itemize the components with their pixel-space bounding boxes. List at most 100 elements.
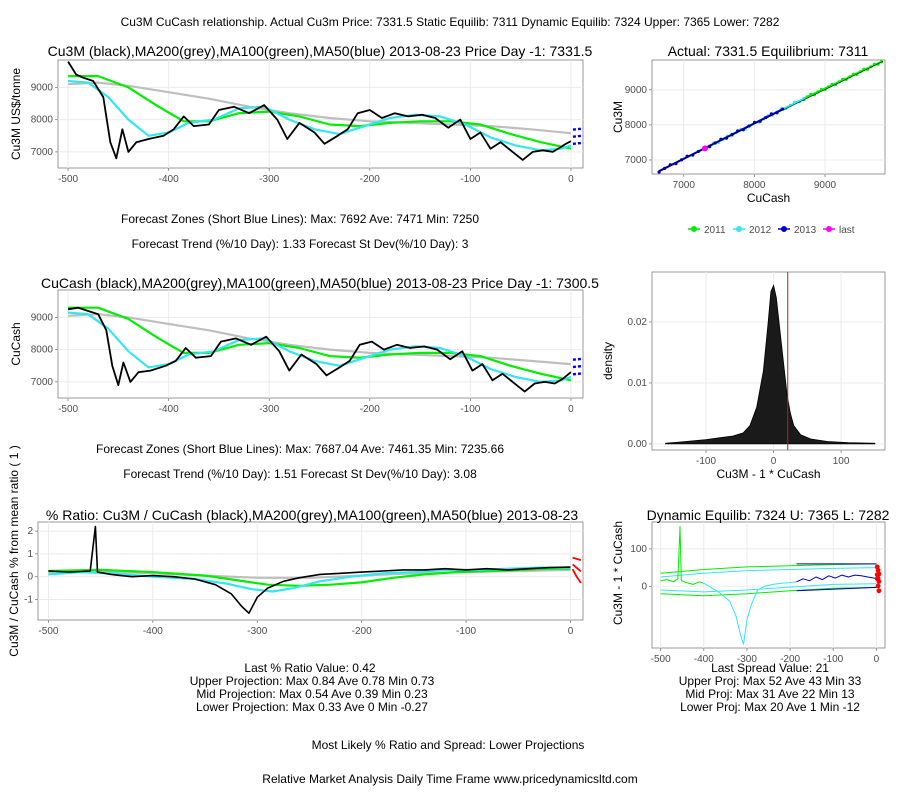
dynamic_equilibrium-xtick-label: 0 [874,654,880,665]
dynamic_equilibrium-spread-2011 [660,526,704,585]
cu3m_ma-xtick-label: 0 [568,174,574,185]
ratio_pct-ytick-label: 1 [27,549,33,560]
footer-source: Relative Market Analysis Daily Time Fram… [262,772,638,786]
scatter_equilibrium-line-2011 [803,60,882,100]
scatter_equilibrium-legend-key-2012 [736,226,742,232]
scatter_equilibrium-xlabel: CuCash [747,191,790,205]
dynamic_equilibrium-spread-2013 [796,574,877,583]
scatter_equilibrium-legend-label-last: last [839,225,855,236]
cucash_ma-series-price [67,306,572,393]
cucash_ma-ytick-label: 7000 [31,377,54,388]
cu3m_ma-xtick-label: -500 [58,174,78,185]
cu3m_ma-xtick-label: -300 [259,174,279,185]
cu3m_ma-series-ma50 [68,79,572,152]
scatter_equilibrium-ytick-label: 8000 [625,120,648,131]
dynamic_equilibrium-lower-band-green [660,586,877,597]
spread_density-xtick-label: 100 [833,456,850,467]
dynamic_equilibrium-ytick-label: 100 [630,544,647,555]
scatter_equilibrium-legend-label-2011: 2011 [704,225,726,236]
ratio_pct-series-ratio [48,525,571,614]
spread_density-xtick-label: -100 [696,456,716,467]
cu3m_ma-xtick-label: -400 [159,174,179,185]
ratio_pct-title: % Ratio: Cu3M / CuCash (black),MA200(gre… [46,507,578,523]
dynamic_equilibrium-xtick-label: -200 [780,654,800,665]
ratio_pct-forecast-line-0 [572,556,582,561]
spread_density-ylabel: density [601,342,615,380]
ratio_pct-xtick-label: -100 [456,626,476,637]
p3-forecast-zones: Forecast Zones (Short Blue Lines): Max: … [95,442,505,456]
scatter_equilibrium-xtick-label: 8000 [743,180,766,191]
dynamic_equilibrium-lower-band-cyan [660,583,877,593]
ratio_pct-ytick-label: 2 [27,526,33,537]
ratio_pct-ylabel: Cu3M / CuCash % from mean ratio ( 1 ) [7,445,21,656]
dynamic_equilibrium-xtick-label: -100 [823,654,843,665]
scatter_equilibrium-legend-key-2011 [691,226,697,232]
dynamic_equilibrium-xtick-label: -400 [694,654,714,665]
dynamic_equilibrium-spread-2012 [703,581,797,645]
cucash_ma-series-ma100 [68,306,572,382]
ratio_pct-series-ma100 [48,567,571,587]
cucash_ma-series-ma50 [68,311,572,383]
cu3m_ma-ytick-label: 7000 [31,147,54,158]
cucash_ma-title: CuCash (black),MA200(grey),MA100(green),… [41,275,599,291]
p3-forecast-trend: Forecast Trend (%/10 Day): 1.51 Forecast… [123,467,477,481]
dynamic_equilibrium-forecast-point [874,576,880,582]
scatter_equilibrium-last-point [701,145,708,152]
spread_density-density-area [665,284,876,445]
cu3m_ma-xtick-label: -200 [360,174,380,185]
footer-likely: Most Likely % Ratio and Spread: Lower Pr… [311,738,585,752]
cucash_ma-xtick-label: -400 [159,404,179,415]
cu3m_ma-ytick-label: 9000 [31,82,54,93]
cu3m_ma-xtick-label: -100 [460,174,480,185]
cucash_ma-xtick-label: -100 [460,404,480,415]
scatter_equilibrium-xtick-label: 7000 [673,180,696,191]
cu3m_ma-ytick-label: 8000 [31,115,54,126]
scatter_equilibrium-fit-line [658,61,884,171]
cucash_ma-xtick-label: -300 [259,404,279,415]
spread_density-xtick-label: 0 [771,456,777,467]
p5-lower-projection: Lower Projection: Max 0.33 Ave 0 Min -0.… [196,700,428,714]
cu3m_ma-ylabel: Cu3M US$/tonne [9,68,23,160]
p6-lower-proj: Lower Proj: Max 20 Ave 1 Min -12 [680,700,860,714]
p1-forecast-zones: Forecast Zones (Short Blue Lines): Max: … [121,212,479,226]
cu3m_ma-title: Cu3M (black),MA200(grey),MA100(green),MA… [48,43,593,59]
spread_density-xlabel: Cu3M - 1 * CuCash [716,467,820,481]
dynamic_equilibrium-xtick-label: -300 [737,654,757,665]
cu3m_ma-series-ma100 [68,75,572,150]
scatter_equilibrium-legend-label-2013: 2013 [794,225,817,236]
dynamic_equilibrium-ylabel: Cu3M - 1 * CuCash [611,521,625,625]
scatter_equilibrium-ytick-label: 9000 [625,85,648,96]
p5-last-ratio: Last % Ratio Value: 0.42 [244,661,376,675]
cucash_ma-ylabel: CuCash [9,322,23,365]
ratio_pct-ytick-label: -1 [24,594,33,605]
dynamic_equilibrium-title: Dynamic Equilib: 7324 U: 7365 L: 7282 [647,507,890,523]
dynamic_equilibrium-xtick-label: -500 [651,654,671,665]
cucash_ma-forecast-zone-2 [572,372,584,376]
scatter_equilibrium-legend-key-2013 [781,226,787,232]
ratio_pct-xtick-label: 0 [568,626,574,637]
p6-last-spread: Last Spread Value: 21 [711,661,829,675]
scatter_equilibrium-xtick-label: 9000 [814,180,837,191]
dynamic_equilibrium-forecast-point [875,567,881,573]
ratio_pct-xtick-label: -300 [247,626,267,637]
cu3m_ma-forecast-zone-2 [572,141,584,146]
cucash_ma-ytick-label: 9000 [31,312,54,323]
scatter_equilibrium-ylabel: Cu3M [611,101,625,133]
cucash_ma-xtick-label: 0 [568,404,574,415]
cu3m_ma-forecast-zone-1 [572,134,584,138]
p1-forecast-trend: Forecast Trend (%/10 Day): 1.33 Forecast… [131,237,469,251]
ratio_pct-xtick-label: -400 [143,626,163,637]
p6-upper-proj: Upper Proj: Max 52 Ave 43 Min 33 [678,674,862,688]
cu3m_ma-forecast-zone-0 [572,127,584,131]
ratio_pct-xtick-label: -200 [352,626,372,637]
p6-mid-proj: Mid Proj: Max 31 Ave 22 Min 13 [685,687,855,701]
ratio_pct-ytick-label: 0 [27,572,33,583]
cucash_ma-xtick-label: -200 [360,404,380,415]
cu3m_ma-panel [57,59,584,169]
main-title: Cu3M CuCash relationship. Actual Cu3m Pr… [120,15,780,29]
scatter_equilibrium-title: Actual: 7331.5 Equilibrium: 7311 [668,43,869,59]
cucash_ma-ytick-label: 8000 [31,345,54,356]
cucash_ma-forecast-zone-0 [572,357,584,361]
p5-upper-projection: Upper Projection: Max 0.84 Ave 0.78 Min … [189,674,435,688]
